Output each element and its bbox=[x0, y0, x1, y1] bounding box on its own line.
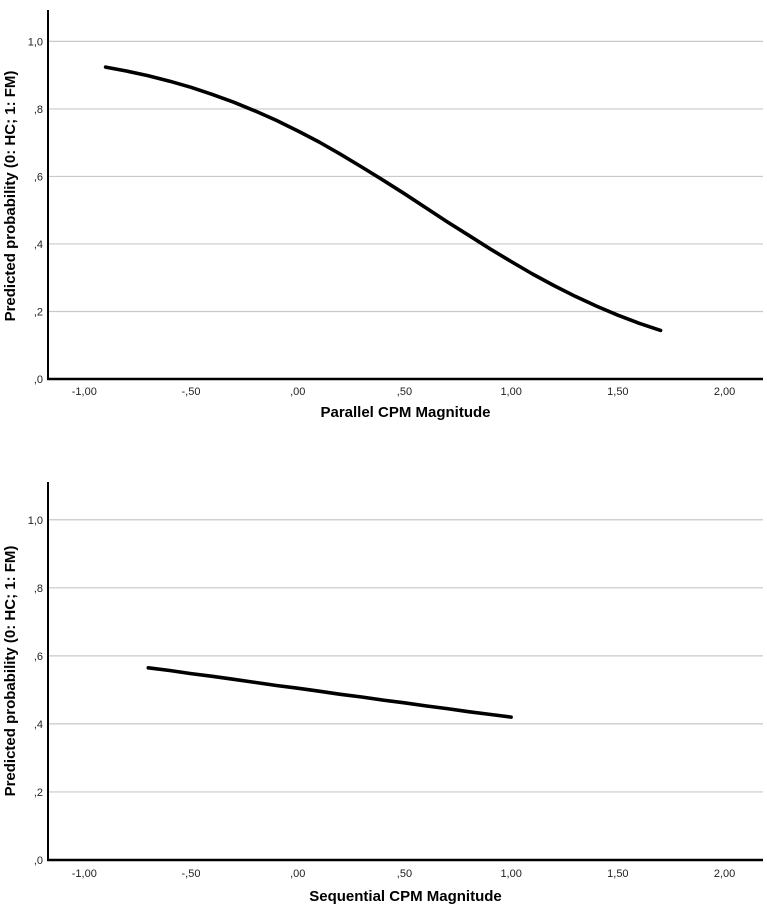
y-tick-label: ,6 bbox=[34, 171, 43, 183]
x-tick-label: 1,50 bbox=[607, 868, 628, 880]
y-tick-label: 1,0 bbox=[28, 515, 43, 527]
x-tick-label: ,00 bbox=[290, 386, 305, 398]
x-tick-label: 1,00 bbox=[500, 868, 521, 880]
y-tick-label: ,0 bbox=[34, 374, 43, 386]
x-axis-title-parallel: Parallel CPM Magnitude bbox=[320, 404, 491, 421]
x-tick-label: ,50 bbox=[397, 386, 412, 398]
y-axis-title-sequential-chart: Predicted probability (0: HC; 1: FM) bbox=[2, 545, 19, 797]
y-tick-label: ,4 bbox=[34, 719, 43, 731]
x-tick-label: -1,00 bbox=[72, 386, 97, 398]
y-tick-label: ,0 bbox=[34, 855, 43, 867]
x-tick-label: -,50 bbox=[182, 868, 201, 880]
x-axis-title-sequential: Sequential CPM Magnitude bbox=[309, 888, 502, 905]
y-tick-label: ,8 bbox=[34, 583, 43, 595]
x-tick-label: 1,00 bbox=[500, 386, 521, 398]
y-tick-label: ,2 bbox=[34, 787, 43, 799]
y-tick-label: ,2 bbox=[34, 306, 43, 318]
probability-curve bbox=[103, 65, 663, 333]
x-tick-label: ,50 bbox=[397, 868, 412, 880]
x-tick-label: 1,50 bbox=[607, 386, 628, 398]
x-tick-label: -,50 bbox=[182, 386, 201, 398]
y-tick-label: ,4 bbox=[34, 239, 43, 251]
y-tick-label: 1,0 bbox=[28, 36, 43, 48]
x-tick-label: 2,00 bbox=[714, 386, 735, 398]
y-tick-label: ,8 bbox=[34, 104, 43, 116]
x-tick-label: -1,00 bbox=[72, 868, 97, 880]
x-tick-label: ,00 bbox=[290, 868, 305, 880]
probability-curve bbox=[146, 666, 513, 719]
y-axis-title-parallel-chart: Predicted probability (0: HC; 1: FM) bbox=[2, 70, 19, 322]
y-tick-label: ,6 bbox=[34, 651, 43, 663]
x-tick-label: 2,00 bbox=[714, 868, 735, 880]
